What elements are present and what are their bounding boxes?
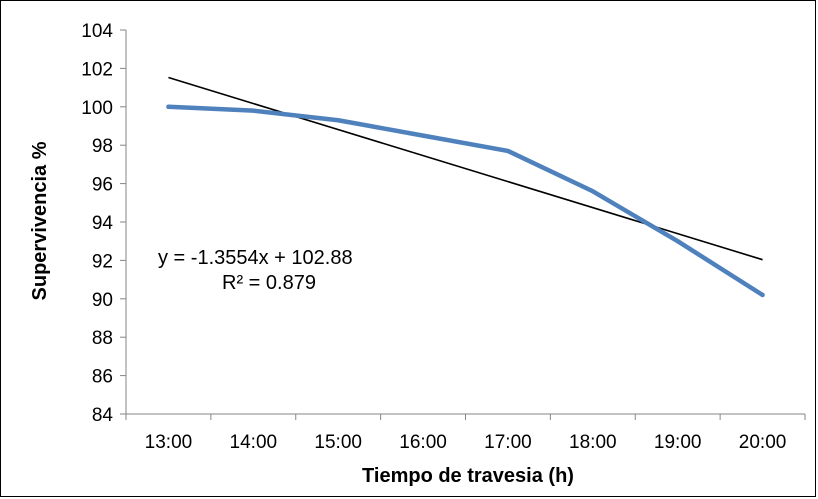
y-tick-label: 98 xyxy=(92,136,113,157)
x-tick-label: 20:00 xyxy=(739,432,787,453)
data-point xyxy=(251,108,256,113)
y-tick-label: 86 xyxy=(92,367,113,388)
data-point xyxy=(590,189,595,194)
x-axis-ticks: 13:00 14:00 15:00 16:00 17:00 18:00 19:00 20:00 xyxy=(125,414,806,453)
y-axis-title: Supervivencia % xyxy=(29,141,51,300)
y-tick-label: 84 xyxy=(92,405,114,426)
y-tick-label: 94 xyxy=(92,213,114,234)
x-tick-label: 19:00 xyxy=(654,432,702,453)
series-layer xyxy=(166,104,765,298)
y-axis-ticks: 84 86 88 90 92 94 96 98 100 102 104 xyxy=(81,21,126,426)
y-tick-label: 92 xyxy=(92,251,113,272)
data-point xyxy=(505,148,510,153)
data-point xyxy=(760,292,765,297)
y-tick-label: 96 xyxy=(92,175,113,196)
x-tick-label: 13:00 xyxy=(145,432,193,453)
trendline xyxy=(168,76,763,261)
y-tick-label: 88 xyxy=(92,328,113,349)
x-tick-label: 16:00 xyxy=(399,432,447,453)
y-tick-label: 90 xyxy=(92,290,113,311)
axes xyxy=(125,30,805,415)
x-tick-label: 18:00 xyxy=(569,432,617,453)
x-axis-title: Tiempo de travesia (h) xyxy=(362,465,574,487)
data-point xyxy=(166,104,171,109)
x-tick-label: 15:00 xyxy=(314,432,362,453)
y-tick-label: 100 xyxy=(81,98,113,119)
trendline-layer xyxy=(168,76,763,261)
x-tick-label: 17:00 xyxy=(484,432,532,453)
data-point xyxy=(675,239,680,244)
data-point xyxy=(336,118,341,123)
trendline-equation: y = -1.3554x + 102.88 xyxy=(158,247,353,269)
trendline-r-squared: R² = 0.879 xyxy=(222,272,316,294)
y-tick-label: 104 xyxy=(81,21,113,42)
x-tick-label: 14:00 xyxy=(230,432,278,453)
y-tick-label: 102 xyxy=(81,59,113,80)
data-point xyxy=(421,133,426,138)
series-line xyxy=(166,104,765,298)
